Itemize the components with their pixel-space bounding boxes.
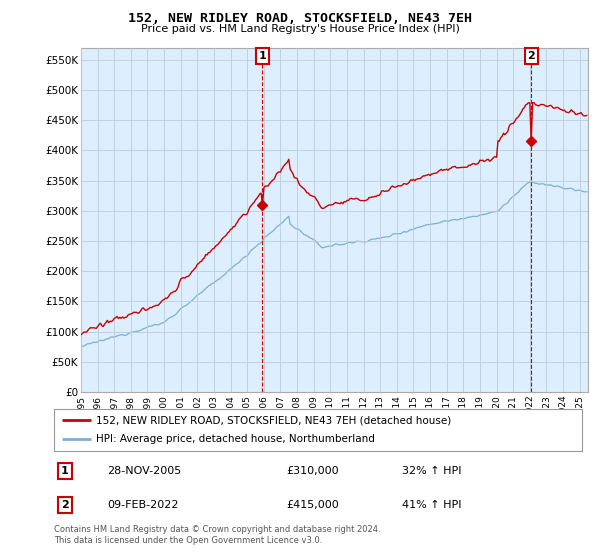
Text: 152, NEW RIDLEY ROAD, STOCKSFIELD, NE43 7EH: 152, NEW RIDLEY ROAD, STOCKSFIELD, NE43 … — [128, 12, 472, 25]
Text: 2: 2 — [61, 500, 68, 510]
Text: HPI: Average price, detached house, Northumberland: HPI: Average price, detached house, Nort… — [96, 435, 375, 445]
Text: 1: 1 — [61, 466, 68, 476]
Text: 1: 1 — [259, 51, 266, 61]
FancyBboxPatch shape — [54, 409, 582, 451]
Text: £415,000: £415,000 — [286, 500, 339, 510]
Text: Contains HM Land Registry data © Crown copyright and database right 2024.
This d: Contains HM Land Registry data © Crown c… — [54, 525, 380, 545]
Text: 09-FEB-2022: 09-FEB-2022 — [107, 500, 178, 510]
Text: Price paid vs. HM Land Registry's House Price Index (HPI): Price paid vs. HM Land Registry's House … — [140, 24, 460, 34]
Text: 152, NEW RIDLEY ROAD, STOCKSFIELD, NE43 7EH (detached house): 152, NEW RIDLEY ROAD, STOCKSFIELD, NE43 … — [96, 415, 451, 425]
Text: 28-NOV-2005: 28-NOV-2005 — [107, 466, 181, 476]
Text: 2: 2 — [527, 51, 535, 61]
Text: 41% ↑ HPI: 41% ↑ HPI — [403, 500, 462, 510]
Text: 32% ↑ HPI: 32% ↑ HPI — [403, 466, 462, 476]
Text: £310,000: £310,000 — [286, 466, 339, 476]
